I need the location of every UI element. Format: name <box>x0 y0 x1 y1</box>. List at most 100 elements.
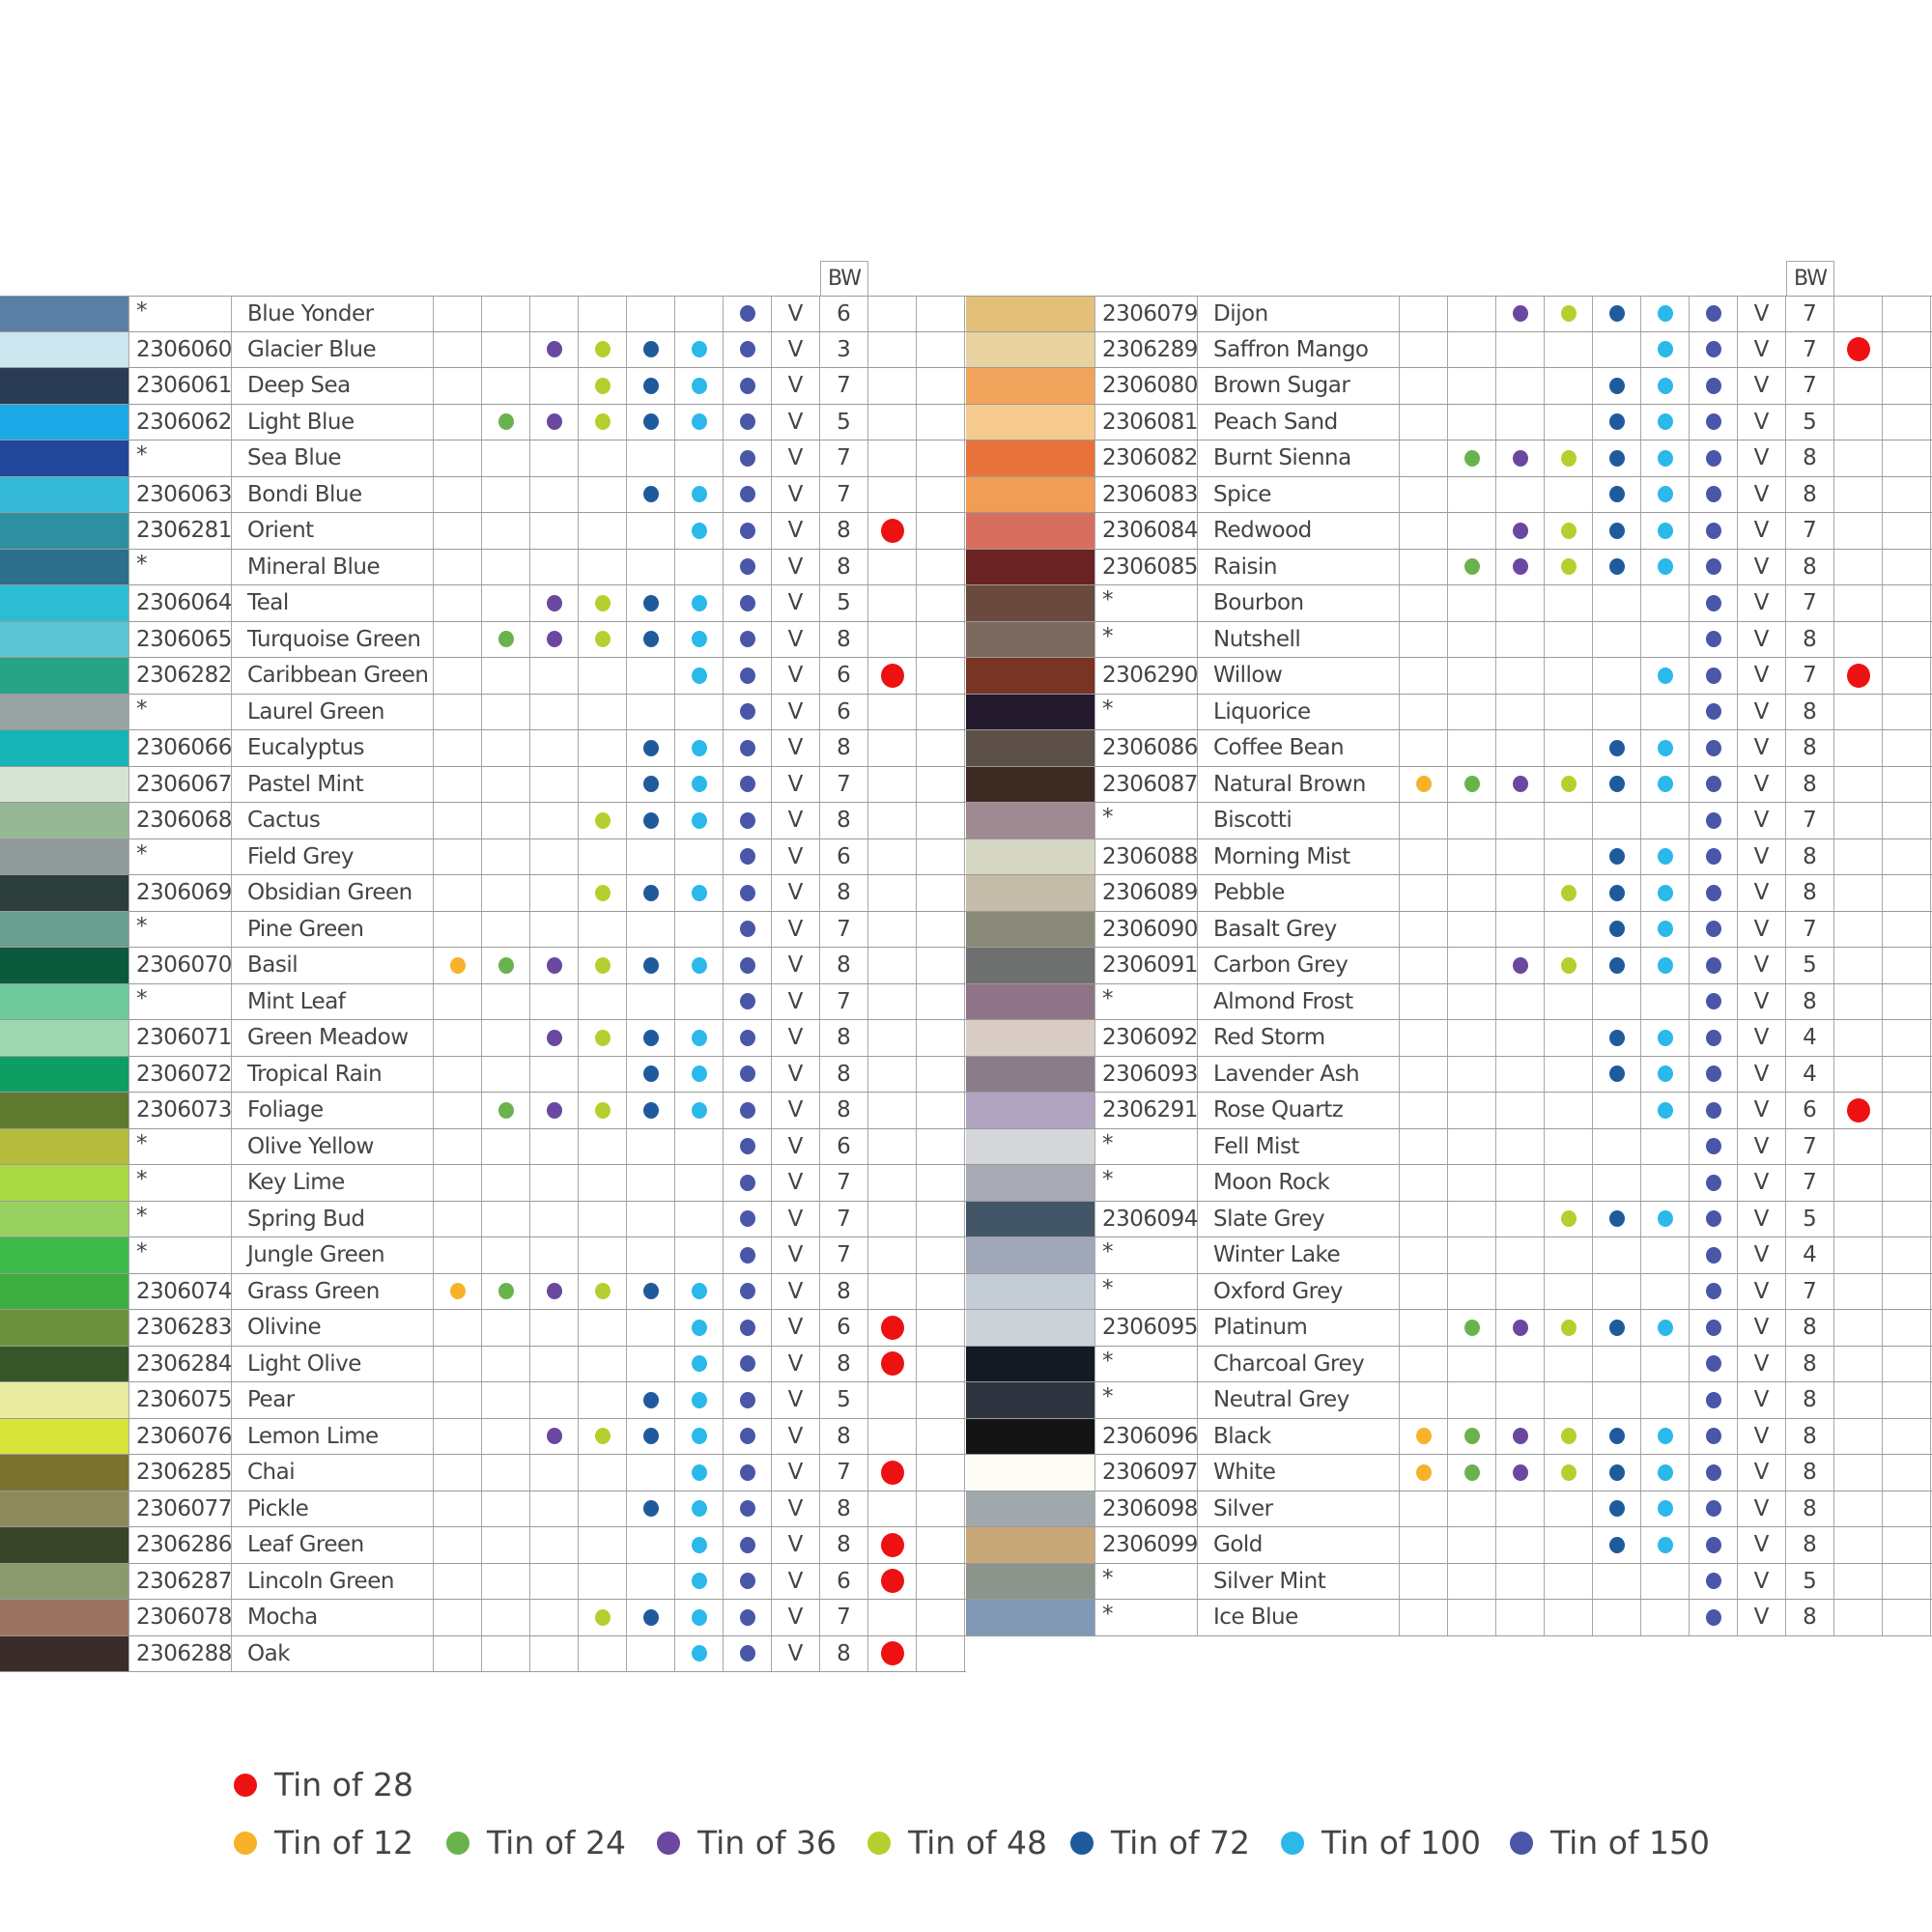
tin-150-dot-icon <box>1705 993 1721 1010</box>
tin-48-dot-icon <box>594 594 611 611</box>
tin-150-dot-icon <box>739 1210 755 1228</box>
col-extra <box>917 911 965 947</box>
col-t24 <box>482 513 530 549</box>
col-t12 <box>434 1635 482 1671</box>
v-marker: V <box>772 621 820 657</box>
bw-value: 7 <box>1786 1128 1834 1164</box>
col-t36 <box>530 585 579 621</box>
col-t100 <box>675 297 724 331</box>
colour-row: * Winter Lake V 4 <box>966 1237 1932 1274</box>
bw-value: 4 <box>1786 1020 1834 1056</box>
colour-name: Chai <box>232 1455 434 1491</box>
colour-swatch <box>966 838 1094 874</box>
col-t28 <box>868 440 917 476</box>
col-t28 <box>868 585 917 621</box>
bw-value: 7 <box>1786 297 1834 331</box>
col-t72 <box>627 476 675 512</box>
tin-12-dot-icon <box>1415 1428 1432 1445</box>
col-t48 <box>1545 476 1593 512</box>
bw-value: 8 <box>1786 1600 1834 1635</box>
col-t150 <box>1690 1418 1738 1454</box>
col-t24 <box>482 658 530 694</box>
col-t36 <box>1496 1128 1545 1164</box>
col-t72 <box>627 983 675 1019</box>
bw-value: 5 <box>1786 948 1834 983</box>
col-t28 <box>868 1527 917 1563</box>
col-t100 <box>675 585 724 621</box>
bw-value: 7 <box>1786 368 1834 404</box>
colour-row: 2306084 Redwood V 7 <box>966 513 1932 550</box>
v-marker: V <box>772 440 820 476</box>
tin-100-dot-icon <box>1657 921 1673 938</box>
tin-72-dot-icon <box>1608 486 1625 503</box>
col-t28 <box>868 621 917 657</box>
col-t36 <box>1496 1165 1545 1201</box>
col-t28 <box>868 694 917 729</box>
tin-72-dot-icon <box>642 956 659 974</box>
col-t36 <box>530 1201 579 1236</box>
legend-item-tin-72: Tin of 72 <box>1070 1824 1250 1861</box>
product-code: * <box>128 694 232 729</box>
colour-name: Willow <box>1198 658 1400 694</box>
colour-row: * Biscotti V 7 <box>966 803 1932 839</box>
col-t72 <box>1593 1346 1641 1381</box>
tin-100-dot-icon <box>1657 848 1673 866</box>
col-t150 <box>724 1201 772 1236</box>
product-code: * <box>128 1128 232 1164</box>
tin-72-dot-icon <box>642 486 659 503</box>
tin-150-dot-icon <box>1705 1463 1721 1481</box>
col-extra <box>1883 803 1931 838</box>
product-code: * <box>128 983 232 1019</box>
legend-item-tin-100: Tin of 100 <box>1281 1824 1481 1861</box>
col-t100 <box>675 1201 724 1236</box>
colour-swatch <box>0 1346 128 1381</box>
tin-100-dot-icon <box>691 667 707 684</box>
col-t48 <box>579 1382 627 1418</box>
tin-150-dot-icon <box>739 776 755 793</box>
col-t28 <box>1834 766 1883 802</box>
tin-72-dot-icon <box>1608 1536 1625 1553</box>
col-t150 <box>1690 694 1738 729</box>
col-extra <box>917 1128 965 1164</box>
col-extra <box>917 404 965 440</box>
col-extra <box>1883 297 1931 331</box>
tin-28-dot-icon <box>880 1460 904 1485</box>
col-t48 <box>579 911 627 947</box>
colour-row: * Jungle Green V 7 <box>0 1237 966 1274</box>
colour-row: * Fell Mist V 7 <box>966 1128 1932 1165</box>
colour-swatch <box>0 368 128 404</box>
v-marker: V <box>772 331 820 367</box>
col-t100 <box>1641 1128 1690 1164</box>
tin-24-dot-icon <box>497 413 514 431</box>
tin-28-dot-icon <box>1846 1097 1870 1122</box>
col-t150 <box>1690 803 1738 838</box>
colour-name: Spice <box>1198 476 1400 512</box>
tin-100-dot-icon <box>1657 1428 1673 1445</box>
col-extra <box>1883 1491 1931 1526</box>
col-t28 <box>1834 1020 1883 1056</box>
col-t36 <box>1496 1600 1545 1635</box>
colour-row: 2306287 Lincoln Green V 6 <box>0 1563 966 1600</box>
colour-name: Redwood <box>1198 513 1400 549</box>
colour-name: Platinum <box>1198 1310 1400 1346</box>
colour-name: Carbon Grey <box>1198 948 1400 983</box>
col-extra <box>917 1056 965 1092</box>
col-t36 <box>1496 1346 1545 1381</box>
colour-swatch <box>0 658 128 694</box>
legend-label: Tin of 28 <box>274 1766 414 1804</box>
bw-value: 8 <box>1786 1418 1834 1454</box>
v-marker: V <box>1738 440 1786 476</box>
col-t12 <box>1400 621 1448 657</box>
col-extra <box>1883 694 1931 729</box>
colour-swatch <box>0 440 128 476</box>
col-t12 <box>434 1237 482 1273</box>
colour-name: Silver <box>1198 1491 1400 1526</box>
col-t12 <box>434 1201 482 1236</box>
product-code: 2306075 <box>128 1382 232 1418</box>
col-t12 <box>1400 911 1448 947</box>
col-t36 <box>1496 694 1545 729</box>
colour-name: Jungle Green <box>232 1237 434 1273</box>
col-extra <box>1883 368 1931 404</box>
colour-row: * Moon Rock V 7 <box>966 1165 1932 1202</box>
col-t28 <box>868 766 917 802</box>
